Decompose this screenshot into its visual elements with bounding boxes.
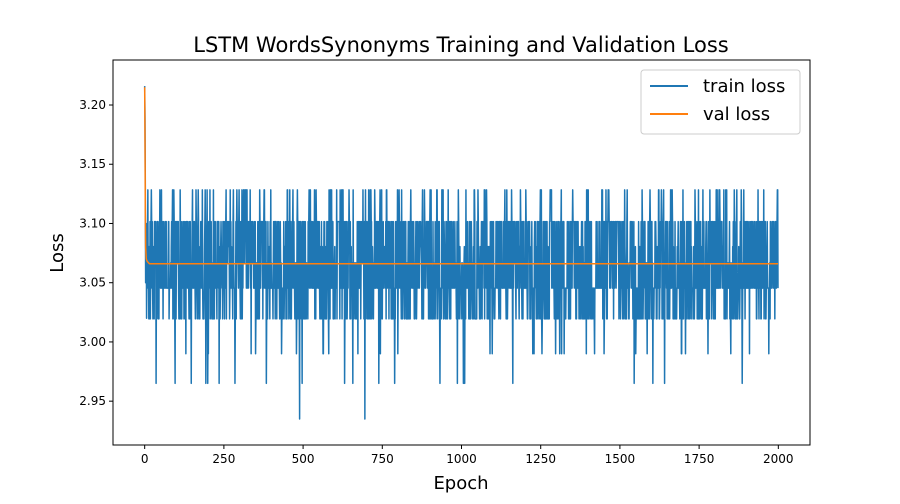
x-tick-label: 1750 <box>684 452 715 466</box>
x-tick-label: 500 <box>292 452 315 466</box>
x-tick-label: 1000 <box>446 452 477 466</box>
y-axis: 2.95 3.00 3.05 3.10 3.15 3.20 <box>79 98 113 408</box>
y-axis-title: Loss <box>47 233 68 272</box>
x-tick-label: 0 <box>141 452 149 466</box>
y-tick-label: 3.00 <box>79 335 106 349</box>
x-tick-label: 2000 <box>763 452 794 466</box>
series-layer <box>143 86 779 420</box>
x-axis: 0 250 500 750 1000 1250 1500 1750 2000 <box>141 445 794 466</box>
y-tick-label: 3.20 <box>79 98 106 112</box>
legend: train loss val loss <box>640 69 801 135</box>
y-tick-label: 2.95 <box>79 394 106 408</box>
series-line-val-loss <box>143 87 778 265</box>
x-tick-label: 750 <box>371 452 394 466</box>
series-line-train-loss <box>143 86 779 420</box>
y-tick-label: 3.15 <box>79 157 106 171</box>
x-tick-label: 1500 <box>605 452 636 466</box>
chart-title: LSTM WordsSynonyms Training and Validati… <box>193 33 728 57</box>
legend-label-train: train loss <box>703 76 785 97</box>
y-tick-label: 3.10 <box>79 216 106 230</box>
legend-label-val: val loss <box>703 104 770 125</box>
y-tick-label: 3.05 <box>79 276 106 290</box>
x-axis-title: Epoch <box>433 473 488 494</box>
x-tick-label: 250 <box>212 452 235 466</box>
x-tick-label: 1250 <box>525 452 556 466</box>
